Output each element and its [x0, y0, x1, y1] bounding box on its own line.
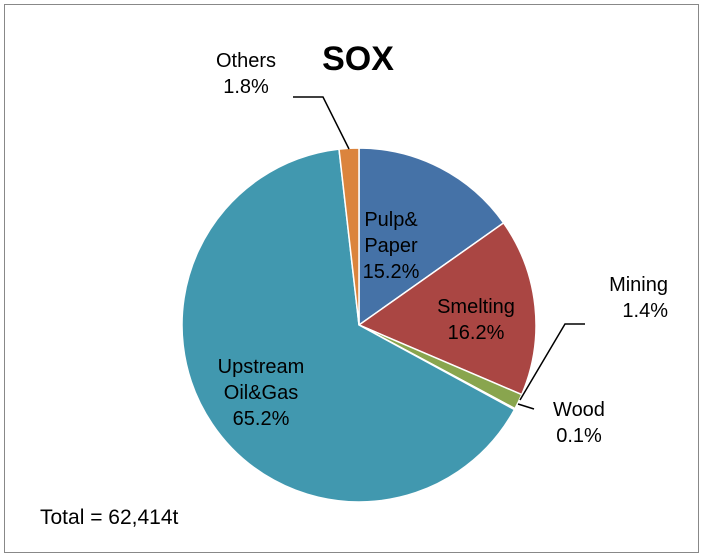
pie-slice-pulp-paper: [358, 147, 505, 327]
pie-slice-smelting: [357, 221, 537, 396]
slice-label-upstream-oil-gas: Upstream Oil&Gas 65.2%: [218, 356, 305, 430]
sox-pie-chart: Pulp& Paper 15.2% Smelting 16.2% Mining 1.4% Wo…: [40, 40, 668, 529]
slice-label-wood: Wood 0.1%: [553, 399, 605, 447]
chart-frame: Pulp& Paper 15.2% Smelting 16.2% Mining 1.4% Wo…: [4, 4, 699, 553]
total-annotation: Total = 62,414t: [40, 506, 179, 529]
slice-label-mining: Mining 1.4%: [609, 274, 668, 322]
slice-label-pulp-paper: Pulp& Paper 15.2%: [363, 209, 420, 283]
leader-line-others: [293, 96, 350, 150]
pie-slice-upstream-oil-gas: [181, 148, 516, 503]
leader-line-mining: [519, 323, 585, 401]
leader-lines: [293, 96, 585, 410]
slice-labels: Pulp& Paper 15.2% Smelting 16.2% Mining 1.4% Wo…: [216, 50, 668, 447]
leader-line-wood: [517, 403, 535, 410]
chart-title: SOX: [322, 40, 394, 78]
slice-label-smelting: Smelting 16.2%: [437, 296, 515, 344]
slice-label-others: Others 1.8%: [216, 50, 276, 98]
